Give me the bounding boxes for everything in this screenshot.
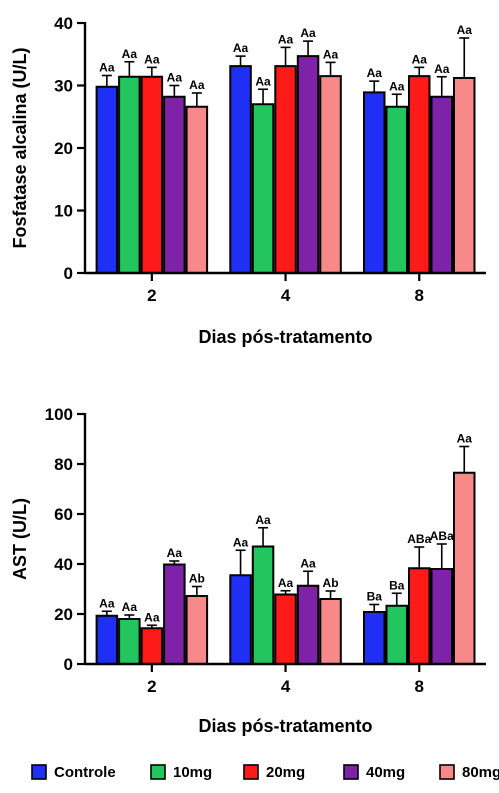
legend-swatch-20mg — [243, 764, 259, 780]
legend-swatch-10mg — [150, 764, 166, 780]
bar-20mg-day-4 — [274, 593, 297, 665]
significance-label: Aa — [323, 47, 339, 61]
bar-10mg-day-8 — [385, 105, 408, 274]
y-tick-label: 10 — [54, 202, 73, 221]
bar-80mg-day-4 — [319, 75, 342, 274]
bar-40mg-day-4 — [296, 55, 320, 274]
x-tick-label: 4 — [281, 286, 291, 305]
significance-label: Aa — [434, 62, 450, 76]
bar-80mg-day-2 — [185, 105, 209, 274]
significance-label: Aa — [122, 47, 138, 61]
bar-20mg-day-2 — [140, 627, 164, 665]
bar-Controle-day-4 — [229, 65, 252, 274]
legend-label-80mg: 80mg — [462, 764, 499, 781]
bar-Controle-day-8 — [363, 91, 386, 274]
legend: Controle 10mg 20mg 40mg 80mg — [31, 764, 499, 781]
legend-label-40mg: 40mg — [366, 764, 405, 781]
y-tick-label: 80 — [54, 455, 73, 474]
significance-label: Aa — [412, 52, 428, 66]
significance-label: Aa — [278, 576, 294, 590]
y-axis-title: Fosfatase alcalina (U/L) — [10, 47, 30, 248]
y-tick-label: 20 — [54, 605, 73, 624]
bar-40mg-day-8 — [430, 95, 453, 274]
significance-label: Aa — [367, 66, 383, 80]
bar-40mg-day-2 — [163, 563, 186, 665]
significance-label: Aa — [278, 32, 294, 46]
significance-label: Aa — [167, 71, 183, 85]
significance-label: Aa — [189, 78, 205, 92]
significance-label: Aa — [233, 41, 249, 55]
y-axis-title: AST (U/L) — [10, 498, 30, 580]
x-tick-label: 8 — [415, 286, 424, 305]
bar-80mg-day-8 — [453, 77, 476, 274]
x-tick-label: 2 — [147, 677, 156, 696]
bar-20mg-day-8 — [408, 75, 431, 274]
y-tick-label: 60 — [54, 505, 73, 524]
bar-10mg-day-2 — [118, 618, 141, 665]
significance-label: Aa — [144, 610, 160, 624]
bar-80mg-day-8 — [453, 471, 476, 665]
bar-10mg-day-2 — [118, 75, 141, 274]
legend-swatch-80mg — [439, 764, 455, 780]
significance-label: Aa — [233, 535, 249, 549]
x-axis-title: Dias pós-tratamento — [198, 327, 372, 347]
x-tick-label: 8 — [415, 677, 424, 696]
significance-label: Aa — [99, 61, 115, 75]
significance-label: Aa — [167, 546, 183, 560]
significance-label: Aa — [122, 600, 138, 614]
bar-20mg-day-4 — [274, 65, 297, 274]
bar-10mg-day-4 — [251, 103, 275, 274]
significance-label: ABa — [407, 532, 431, 546]
bar-80mg-day-4 — [319, 598, 342, 665]
bar-80mg-day-2 — [185, 595, 209, 665]
significance-label: Ba — [367, 590, 383, 604]
significance-label: Aa — [255, 74, 271, 88]
bar-20mg-day-8 — [408, 567, 431, 665]
significance-label: Aa — [457, 23, 473, 37]
x-axis-title: Dias pós-tratamento — [198, 716, 372, 736]
chart-fosfatase-alcalina: Aa Aa Aa Aa Aa 2 Aa Aa Aa Aa Aa 4 Aa Aa Aa Aa Aa 8 0 10 20 30… — [10, 14, 486, 347]
legend-label-10mg: 10mg — [173, 764, 212, 781]
bar-Controle-day-4 — [229, 574, 252, 665]
legend-swatch-40mg — [343, 764, 359, 780]
y-tick-label: 20 — [54, 139, 73, 158]
significance-label: Aa — [99, 596, 115, 610]
x-tick-label: 2 — [147, 286, 156, 305]
significance-label: ABa — [430, 529, 454, 543]
bar-Controle-day-2 — [95, 85, 119, 274]
significance-label: Aa — [389, 79, 405, 93]
bar-20mg-day-2 — [140, 75, 164, 274]
bar-40mg-day-4 — [296, 584, 320, 665]
bar-10mg-day-4 — [251, 545, 275, 665]
significance-label: Ab — [189, 572, 205, 586]
significance-label: Aa — [255, 513, 271, 527]
bar-Controle-day-8 — [363, 611, 386, 665]
legend-label-Controle: Controle — [54, 764, 116, 781]
bar-10mg-day-8 — [385, 604, 408, 665]
legend-label-20mg: 20mg — [266, 764, 305, 781]
y-tick-label: 40 — [54, 14, 73, 33]
y-tick-label: 30 — [54, 77, 73, 96]
y-tick-label: 40 — [54, 555, 73, 574]
y-tick-label: 0 — [64, 655, 73, 674]
y-tick-label: 0 — [64, 264, 73, 283]
bar-40mg-day-8 — [430, 568, 453, 665]
significance-label: Aa — [457, 432, 473, 446]
significance-label: Ba — [389, 578, 405, 592]
bar-40mg-day-2 — [163, 95, 186, 274]
y-tick-label: 100 — [45, 405, 73, 424]
x-tick-label: 4 — [281, 677, 291, 696]
legend-swatch-Controle — [31, 764, 47, 780]
chart-ast: Aa AaAaAaAb2AaAaAaAaAb4BaBaABaABaAa802040… — [10, 405, 486, 736]
significance-label: Aa — [300, 26, 316, 40]
significance-label: Ab — [323, 576, 339, 590]
significance-label: Aa — [144, 52, 160, 66]
bar-Controle-day-2 — [95, 614, 119, 665]
significance-label: Aa — [300, 556, 316, 570]
